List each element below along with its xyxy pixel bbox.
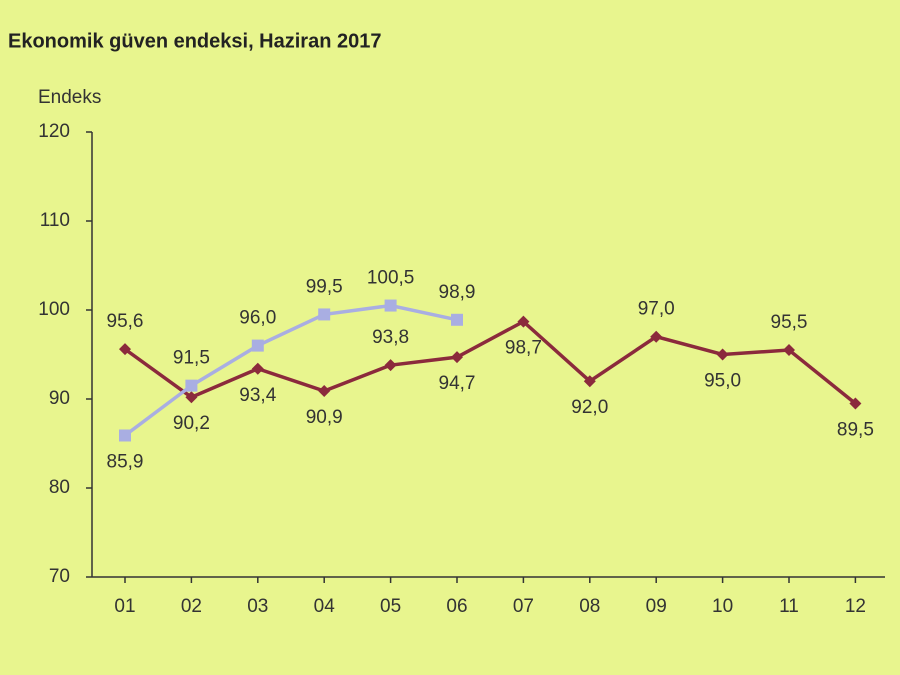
data-label: 90,2 xyxy=(173,413,210,434)
data-label: 96,0 xyxy=(239,308,276,329)
marker xyxy=(451,351,463,364)
marker xyxy=(318,384,331,397)
data-label: 93,8 xyxy=(372,327,409,348)
y-axis-label: Endeks xyxy=(38,87,101,108)
marker xyxy=(517,315,530,328)
data-label: 98,7 xyxy=(505,338,542,359)
y-tick-label: 110 xyxy=(40,210,70,231)
marker xyxy=(716,348,729,361)
y-tick-label: 120 xyxy=(38,121,70,142)
data-label: 94,7 xyxy=(439,373,476,394)
data-label: 97,0 xyxy=(638,299,675,320)
marker xyxy=(318,308,331,321)
y-tick-label: 80 xyxy=(49,477,70,498)
x-tick-label: 06 xyxy=(446,596,467,617)
data-label: 91,5 xyxy=(173,348,210,369)
data-label: 90,9 xyxy=(306,407,343,428)
series-line xyxy=(123,319,857,405)
data-label: 100,5 xyxy=(367,268,415,289)
x-tick-label: 09 xyxy=(646,596,667,617)
series-line xyxy=(123,303,458,437)
marker xyxy=(783,344,795,357)
x-tick-label: 03 xyxy=(247,596,268,617)
x-tick-label: 02 xyxy=(181,596,202,617)
x-tick-label: 12 xyxy=(845,596,866,617)
x-tick-label: 04 xyxy=(314,596,336,617)
marker xyxy=(384,299,397,312)
marker xyxy=(119,429,131,442)
marker xyxy=(185,391,198,404)
marker xyxy=(251,339,264,352)
marker xyxy=(251,362,264,375)
marker xyxy=(185,379,198,392)
data-label: 93,4 xyxy=(239,385,276,406)
y-tick-label: 70 xyxy=(49,566,70,587)
x-tick-label: 08 xyxy=(579,596,600,617)
x-tick-label: 07 xyxy=(513,596,534,617)
data-label: 85,9 xyxy=(107,452,144,473)
data-label: 92,0 xyxy=(571,397,608,418)
chart-title: Ekonomik güven endeksi, Haziran 2017 xyxy=(8,30,381,52)
y-tick-label: 90 xyxy=(49,388,70,409)
y-tick-label: 100 xyxy=(38,299,70,320)
data-label: 89,5 xyxy=(837,419,874,440)
data-label: 99,5 xyxy=(306,276,343,297)
marker xyxy=(650,330,663,343)
marker xyxy=(451,313,463,326)
marker xyxy=(119,343,131,356)
x-tick-label: 11 xyxy=(779,596,799,617)
data-label: 98,9 xyxy=(439,282,476,303)
data-label: 95,6 xyxy=(107,311,144,332)
x-tick-label: 01 xyxy=(114,596,135,617)
marker xyxy=(583,375,596,388)
x-tick-label: 10 xyxy=(712,596,733,617)
data-label: 95,5 xyxy=(771,312,808,333)
marker xyxy=(849,397,862,410)
data-label: 95,0 xyxy=(704,371,741,392)
x-tick-label: 05 xyxy=(380,596,401,617)
marker xyxy=(384,359,397,372)
